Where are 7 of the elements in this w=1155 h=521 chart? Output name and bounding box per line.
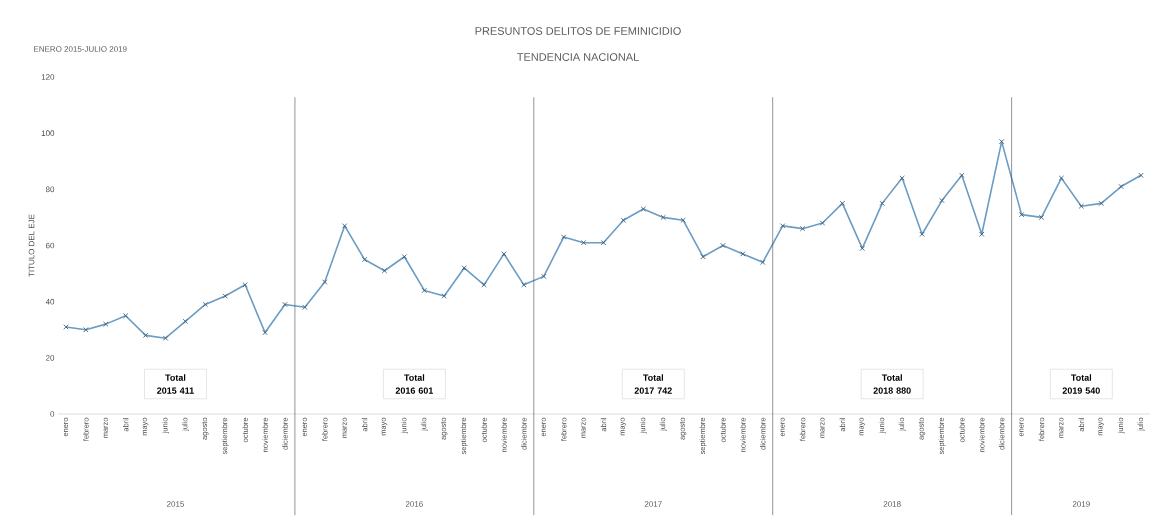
annotation: Total 2017 742 — [634, 374, 672, 394]
annotation: Total 2018 880 — [873, 374, 911, 394]
annotation: Total 2016 601 — [395, 374, 434, 394]
annotation: Total 2019 540 — [1062, 374, 1100, 394]
chart-title: PRESUNTOS DELITOS DE FEMINICIDIO — [475, 27, 681, 35]
annotation: Total 2015 411 — [157, 374, 194, 394]
chart-subtitle: TENDENCIA NACIONAL — [517, 53, 639, 61]
